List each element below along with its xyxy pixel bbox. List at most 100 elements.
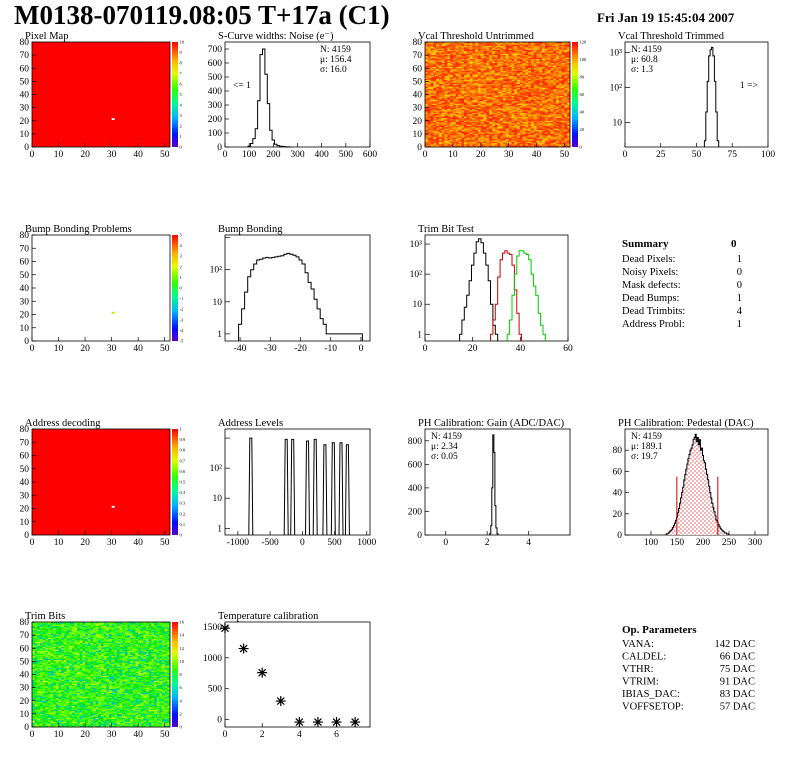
histogram-series-2 <box>506 250 546 341</box>
x-tick-label: 1000 <box>357 538 376 548</box>
y-tick-label: 1000 <box>203 654 222 664</box>
y-tick-label: 60 <box>20 452 30 462</box>
y-tick-label: 600 <box>408 460 423 470</box>
y-tick-label: 60 <box>613 467 623 477</box>
palette-tick-label: 0.3 <box>180 501 186 506</box>
x-tick-label: 0 <box>223 150 228 160</box>
palette-tick-label: 8 <box>180 61 183 66</box>
x-tick-label: 10 <box>54 538 64 548</box>
stats-line: μ: 60.8 <box>631 55 658 65</box>
palette-tick-label: 0 <box>180 533 183 538</box>
palette-tick-label: 0.7 <box>180 458 186 463</box>
y-tick-label: 10² <box>610 84 623 94</box>
y-tick-label: 60 <box>20 64 30 74</box>
y-tick-label: 0 <box>24 143 29 153</box>
op-param-label: VANA: <box>622 639 654 650</box>
y-tick-label: 10 <box>413 130 423 140</box>
y-tick-label: 40 <box>20 91 30 101</box>
palette-tick-label: 12 <box>180 646 185 651</box>
palette-tick-label: 4 <box>180 103 183 108</box>
chart-title: Vcal Threshold Trimmed <box>618 31 725 42</box>
x-tick-label: 100 <box>761 150 776 160</box>
x-tick-label: 0 <box>30 150 35 160</box>
histogram-line <box>703 46 720 147</box>
op-param-label: IBIAS_DAC: <box>622 689 680 700</box>
y-tick-label: 400 <box>408 484 423 494</box>
stats-line: σ: 1.3 <box>631 65 653 75</box>
address-decoding-chart: Address decoding 0 0.1 0.2 0.3 0.4 0.5 0.6 0.7 0.… <box>20 418 186 548</box>
y-tick-label: 40 <box>413 91 423 101</box>
x-tick-label: -40 <box>234 344 247 354</box>
y-tick-label: 50 <box>20 271 30 281</box>
chart-title: Vcal Threshold Untrimmed <box>418 31 535 42</box>
y-tick-label: 50 <box>20 465 30 475</box>
x-tick-label: 300 <box>748 538 763 548</box>
y-tick-label: 10³ <box>410 240 423 250</box>
x-tick-label: 20 <box>80 150 90 160</box>
palette-tick-label: 0.9 <box>180 437 186 442</box>
scatter-point <box>220 623 230 634</box>
y-tick-label: 10 <box>20 518 30 528</box>
summary-value: 0 <box>737 280 742 291</box>
x-tick-label: 10 <box>54 730 64 740</box>
y-tick-label: 200 <box>208 115 223 125</box>
color-palette <box>572 42 578 147</box>
palette-tick-label: -2 <box>180 307 184 312</box>
stats-line: N: 4159 <box>631 45 662 55</box>
y-tick-label: 10 <box>613 119 623 129</box>
y-tick-label: 30 <box>20 104 30 114</box>
plot-frame <box>224 428 371 536</box>
op-param-value: 142 DAC <box>714 639 755 650</box>
vcal-trimmed-chart: Vcal Threshold Trimmed 0 25 50 75 100 10 10² 10³… <box>610 31 776 160</box>
summary-label: Dead Bumps: <box>622 293 680 304</box>
y-tick-label: 40 <box>20 478 30 488</box>
address-level-peak <box>338 442 344 536</box>
palette-tick-label: -3 <box>180 317 184 322</box>
y-tick-label: 300 <box>208 101 223 111</box>
palette-tick-label: -5 <box>180 339 184 344</box>
y-tick-label: 10³ <box>610 49 623 59</box>
color-palette <box>172 622 178 727</box>
y-tick-label: 200 <box>408 507 423 517</box>
x-tick-label: 40 <box>133 150 143 160</box>
summary-total: 0 <box>731 238 737 250</box>
y-tick-label: 20 <box>20 117 30 127</box>
palette-tick-label: 6 <box>180 82 183 87</box>
summary-label: Noisy Pixels: <box>622 267 678 278</box>
stats-line: N: 4159 <box>631 432 662 442</box>
x-tick-label: 50 <box>160 150 170 160</box>
palette-tick-label: 0 <box>180 145 183 150</box>
heatmap-body <box>32 42 170 147</box>
y-tick-label: 40 <box>20 284 30 294</box>
op-param-label: VTHR: <box>622 664 654 675</box>
palette-tick-label: 60 <box>580 92 585 97</box>
palette-tick-label: 7 <box>180 71 183 76</box>
x-tick-label: 30 <box>107 150 117 160</box>
palette-tick-label: 10 <box>180 40 185 45</box>
x-tick-label: 25 <box>656 150 666 160</box>
x-tick-label: 40 <box>532 150 542 160</box>
heatmap-body <box>425 42 571 148</box>
chart-title: Trim Bit Test <box>418 224 474 235</box>
x-tick-label: 0 <box>423 344 428 354</box>
y-tick-label: 30 <box>20 297 30 307</box>
y-tick-label: 80 <box>20 231 30 241</box>
x-tick-label: 40 <box>516 344 526 354</box>
y-tick-label: 800 <box>408 437 423 447</box>
palette-tick-label: 9 <box>180 50 183 55</box>
palette-tick-label: 8 <box>180 672 183 677</box>
x-tick-label: 30 <box>504 150 514 160</box>
plot-frame <box>31 234 171 342</box>
address-levels-chart: Address Levels -1000 -500 0 500 1000 1 10 10² <box>210 418 377 548</box>
y-tick-label: 0 <box>417 143 422 153</box>
y-tick-label: 10² <box>410 270 423 280</box>
x-tick-label: 20 <box>468 344 478 354</box>
summary-label: Dead Pixels: <box>622 254 675 265</box>
y-tick-label: 80 <box>413 38 423 48</box>
palette-tick-label: 0.2 <box>180 511 186 516</box>
y-tick-label: 20 <box>20 311 30 321</box>
color-palette <box>172 42 178 147</box>
address-level-peak <box>344 444 350 536</box>
